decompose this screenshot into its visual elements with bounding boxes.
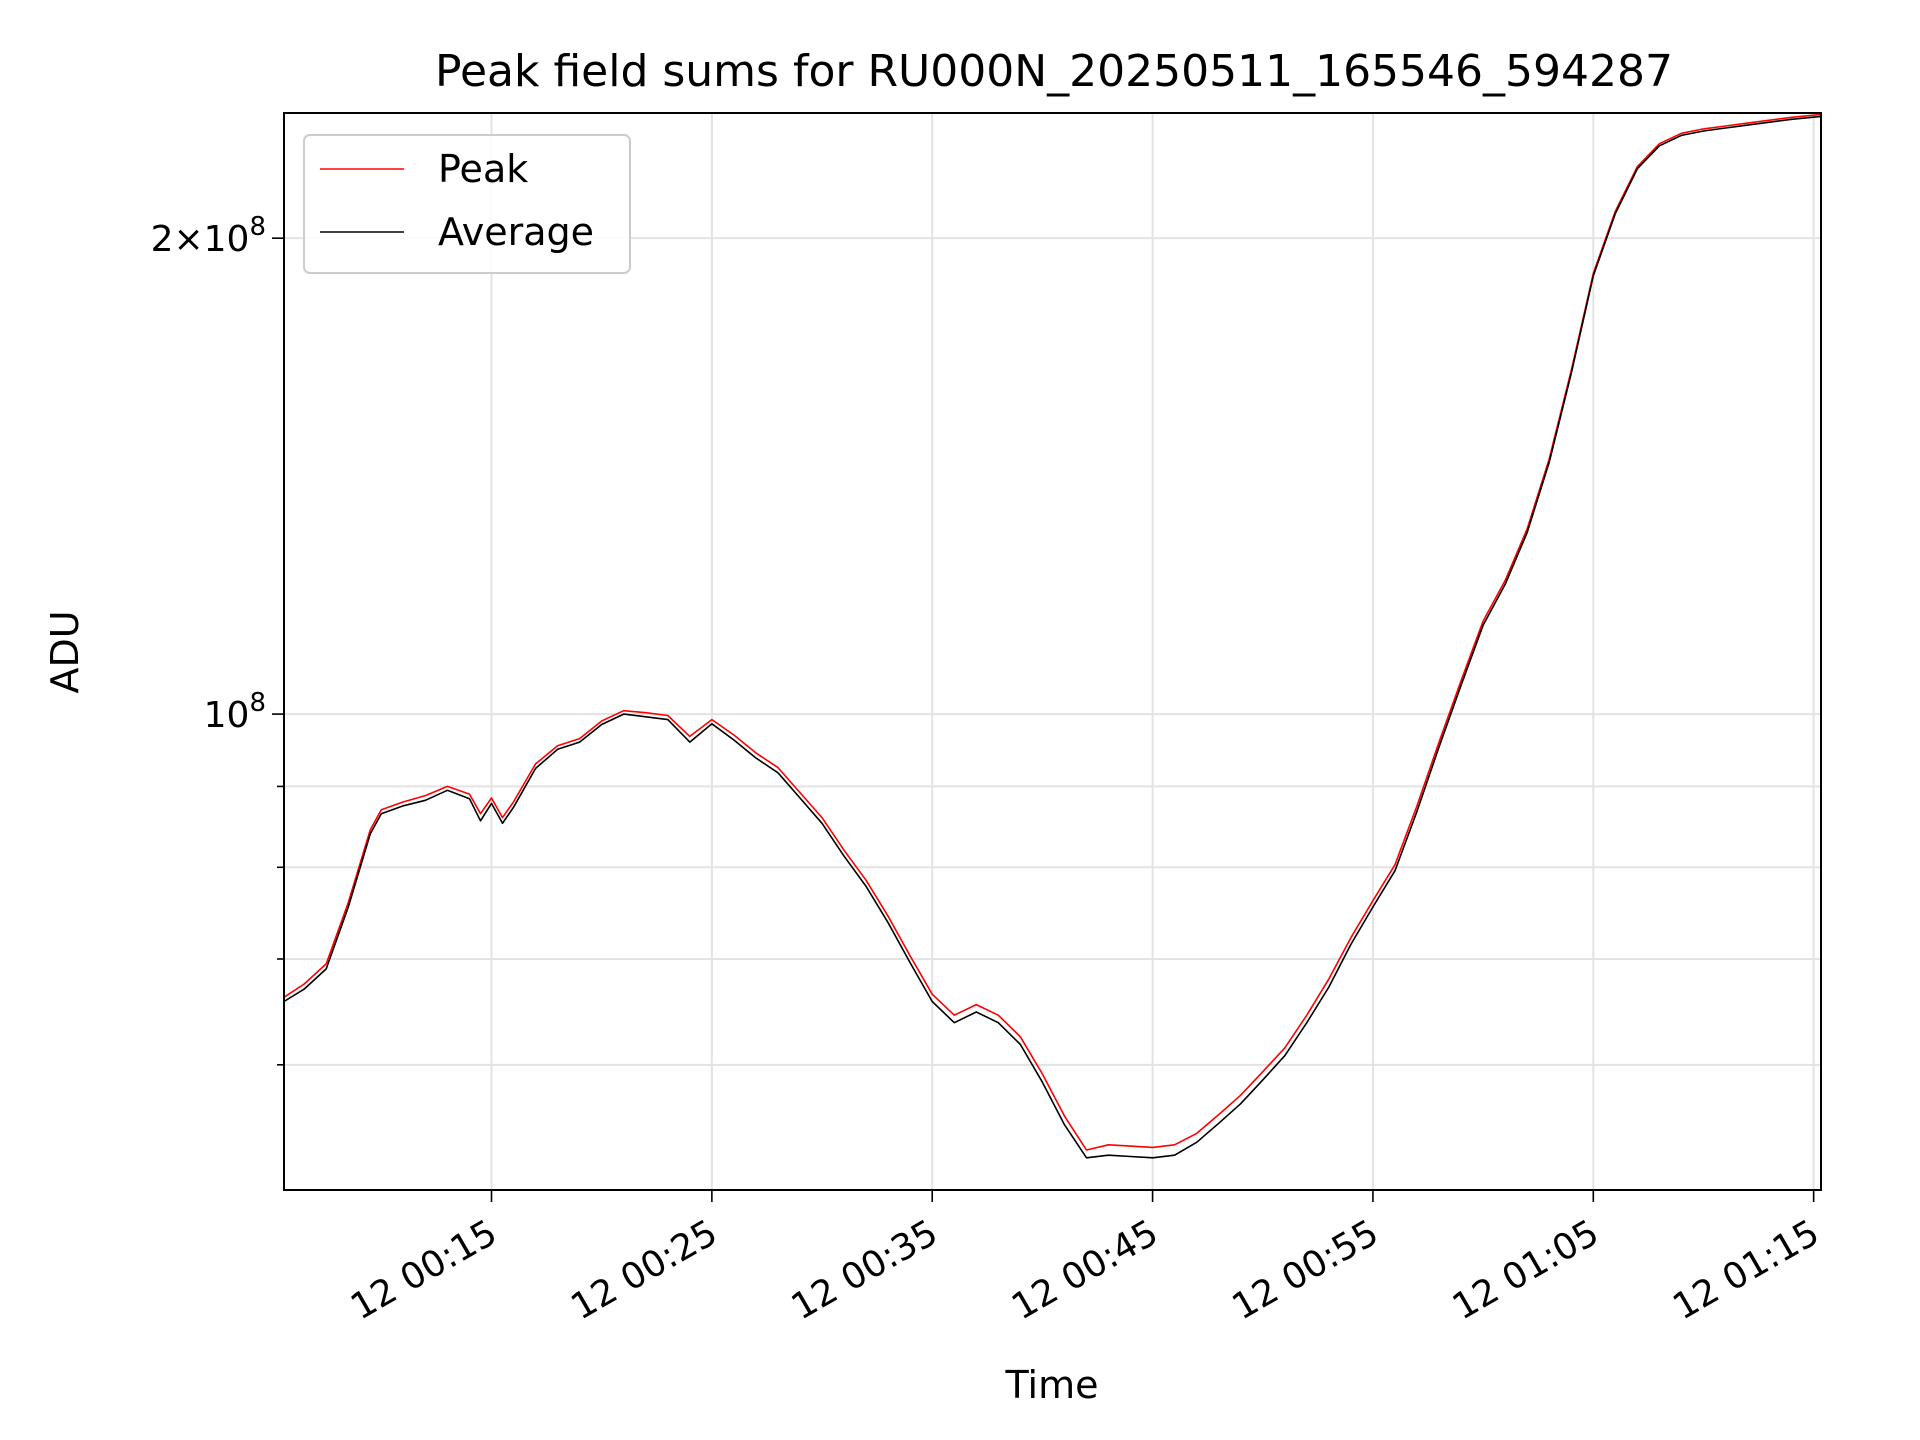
legend: Peak Average [303,134,631,274]
chart-title: Peak field sums for RU000N_20250511_1655… [435,46,1673,97]
y-tick-label: 2×108 [151,212,266,260]
y-axis: 108 2×108 [151,212,284,1066]
series-line-average [283,115,1822,1159]
y-axis-label: ADU [43,610,87,693]
legend-label-peak: Peak [438,147,528,191]
plot-area [283,112,1822,1191]
series-lines [283,113,1822,1159]
x-axis-label: Time [1005,1363,1099,1407]
legend-label-average: Average [438,210,594,254]
y-tick-label: 108 [204,688,266,736]
